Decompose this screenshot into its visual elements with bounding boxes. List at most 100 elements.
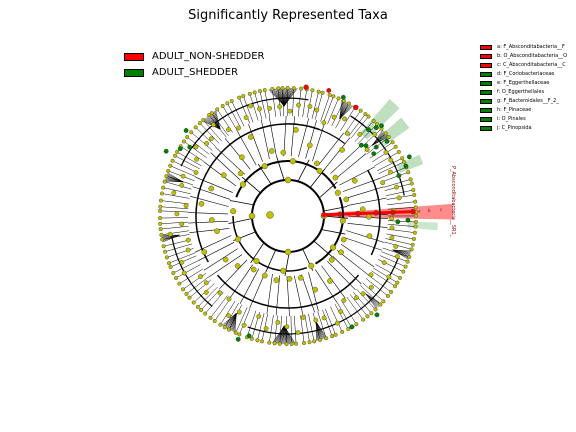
- taxon-node: [286, 276, 293, 282]
- taxon-node: [360, 291, 366, 297]
- tree-edge: [324, 137, 351, 169]
- tree-edge: [327, 98, 339, 125]
- leaf-node: [403, 264, 408, 269]
- leaf-node: [161, 244, 166, 249]
- leaf-node: [173, 153, 178, 158]
- tree-edge: [346, 230, 385, 243]
- taxon-node: [321, 120, 327, 126]
- legend-swatch-non-shedder: [124, 53, 144, 61]
- tree-edge: [348, 113, 366, 137]
- tree-edge: [180, 146, 205, 162]
- leaf-node: [413, 199, 418, 204]
- tree-edge: [170, 165, 197, 177]
- biomarker-node-red: [353, 104, 359, 111]
- class-legend: ADULT_NON-SHEDDER ADULT_SHEDDER: [124, 51, 324, 81]
- taxon-node: [341, 297, 347, 303]
- tree-edge: [380, 166, 407, 179]
- tree-edge: [346, 296, 364, 320]
- taxon-node: [372, 131, 378, 137]
- tree-edge: [371, 270, 396, 287]
- taxon-node: [237, 170, 244, 177]
- tree-edge: [350, 116, 369, 139]
- phylum-node: [248, 212, 256, 220]
- tree-edge: [167, 172, 184, 183]
- biomarker-node-green: [406, 154, 412, 160]
- tree-edge: [347, 223, 388, 228]
- tree-edge: [160, 221, 189, 225]
- tree-edge: [161, 230, 190, 236]
- biomarker-node-green: [373, 125, 379, 131]
- leaf-node: [354, 322, 359, 327]
- tree-edge: [186, 276, 209, 295]
- tree-edge: [192, 186, 231, 200]
- leaf-node: [212, 318, 217, 323]
- leaf-node: [407, 254, 412, 259]
- cladogram-nodes: [158, 84, 419, 346]
- tree-edge: [312, 122, 325, 162]
- leaf-node: [199, 307, 204, 312]
- leaf-node: [389, 289, 394, 294]
- tree-edge: [344, 110, 361, 134]
- level-arc: [180, 97, 309, 167]
- tree-edge: [305, 120, 317, 159]
- biomarker-node-green: [363, 143, 369, 149]
- tree-edge: [378, 161, 405, 174]
- level-arc-phylum: [251, 179, 325, 253]
- wedge-letter: b: [428, 208, 431, 213]
- biomarker-swatch: [480, 117, 492, 122]
- biomarker-node-green: [403, 163, 409, 169]
- biomarker-label: b: O_Absconditabacteria__O: [497, 53, 568, 59]
- leaf-node: [189, 130, 194, 135]
- class-node: [330, 244, 337, 251]
- leaf-node: [381, 299, 386, 304]
- tree-edge: [269, 117, 277, 158]
- leaf-node: [222, 325, 227, 330]
- leaf-node: [310, 88, 315, 93]
- leaf-node: [383, 131, 388, 136]
- tree-edge: [322, 309, 333, 337]
- tree-edge: [220, 300, 236, 325]
- leaf-node: [412, 192, 417, 197]
- leaf-node: [390, 140, 395, 145]
- taxon-node: [389, 215, 395, 221]
- leaf-node: [201, 118, 206, 123]
- leaf-node: [209, 111, 214, 116]
- tree-edge: [231, 100, 245, 127]
- tree-edge: [163, 187, 191, 195]
- biomarker-node-green: [183, 128, 189, 133]
- tree-edge: [249, 93, 259, 121]
- biomarker-node-red: [303, 84, 309, 90]
- tree-edge: [264, 90, 271, 118]
- taxon-node: [267, 105, 273, 111]
- leaf-node: [401, 159, 406, 164]
- taxon-node: [194, 156, 200, 162]
- leaf-node: [371, 118, 376, 123]
- tree-edge: [314, 269, 338, 304]
- taxon-node: [359, 206, 366, 213]
- tree-edge: [327, 261, 356, 291]
- tree-edge: [248, 124, 263, 162]
- leaf-node: [233, 330, 238, 335]
- tree-edge: [342, 177, 381, 192]
- leaf-node: [414, 213, 419, 218]
- taxon-node: [388, 157, 394, 163]
- leaf-node: [413, 205, 418, 210]
- tree-edge: [188, 212, 229, 215]
- taxon-node: [383, 149, 389, 155]
- taxon-node: [331, 114, 337, 120]
- leaf-node: [408, 177, 413, 182]
- taxon-node: [393, 244, 399, 249]
- taxon-node: [193, 144, 199, 150]
- tree-edge: [195, 177, 233, 193]
- taxon-node: [181, 270, 187, 276]
- tree-edge: [302, 89, 308, 118]
- taxon-node: [247, 134, 254, 140]
- level-arc: [367, 169, 381, 256]
- tree-edge: [269, 314, 274, 343]
- tree-edge: [195, 127, 217, 147]
- tree-edge: [335, 153, 367, 180]
- leaf-node: [277, 341, 282, 346]
- class-node: [239, 181, 246, 188]
- leaf-node: [159, 191, 164, 196]
- tree-edge: [374, 151, 399, 167]
